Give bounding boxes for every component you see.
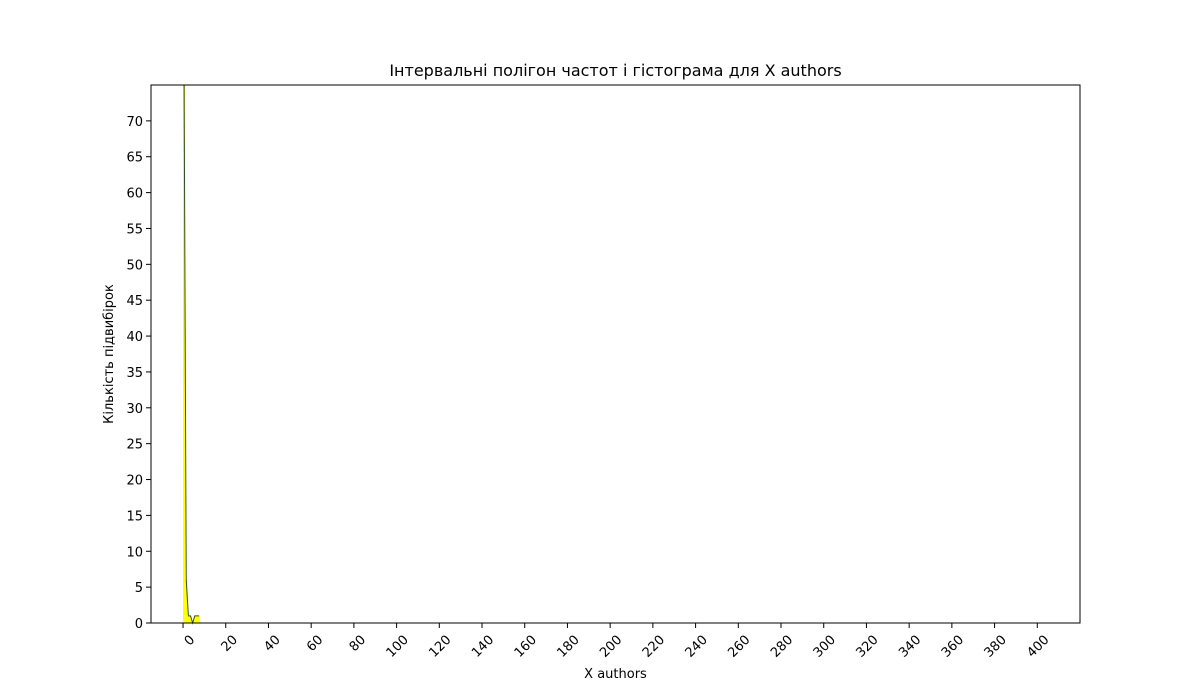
- chart-title: Інтервальні полігон частот і гістограма …: [389, 61, 841, 80]
- y-tick-label: 10: [126, 545, 143, 560]
- x-axis-title: X authors: [584, 667, 647, 682]
- y-tick-label: 60: [126, 187, 143, 202]
- histogram-bars: [183, 85, 201, 623]
- histogram-bar-0: [183, 85, 186, 623]
- histogram-bar-3: [189, 615, 192, 623]
- x-tick-label: 300: [811, 633, 839, 661]
- frequency-polygon: [183, 84, 200, 625]
- x-tick-label: 80: [347, 633, 369, 655]
- x-tick-label: 0: [182, 633, 198, 649]
- y-tick-label: 25: [126, 438, 143, 453]
- y-tick-label: 15: [126, 509, 143, 524]
- x-tick-label: 240: [683, 633, 711, 661]
- y-tick-label: 45: [126, 294, 143, 309]
- x-tick-label: 320: [853, 633, 881, 661]
- x-tick-label: 20: [219, 633, 241, 655]
- y-tick-label: 0: [135, 617, 143, 632]
- x-tick-label: 400: [1024, 633, 1052, 661]
- y-tick-label: 65: [126, 151, 143, 166]
- y-tick-label: 40: [126, 330, 143, 345]
- plot-area: [150, 84, 1081, 625]
- x-tick-label: 160: [512, 633, 540, 661]
- histogram-bar-1: [185, 579, 188, 623]
- x-tick-label: 100: [384, 633, 412, 661]
- axes-frame: [150, 84, 1081, 624]
- x-tick-label: 220: [640, 633, 668, 661]
- x-tick-label: 280: [768, 633, 796, 661]
- y-tick-label: 30: [126, 402, 143, 417]
- y-axis-title: Кількість підвибірок: [102, 284, 117, 424]
- y-tick-label: 50: [126, 258, 143, 273]
- y-tick-label: 55: [126, 222, 143, 237]
- x-tick-label: 40: [261, 633, 283, 655]
- histogram-bar-6: [195, 615, 198, 623]
- frequency-polygon-line: [183, 84, 200, 625]
- histogram-bar-2: [187, 615, 190, 623]
- x-axis-ticks: 0 20 40 60 80 100 120 140 160 180 200 220 240 260 280 3…: [182, 623, 1052, 661]
- x-tick-label: 380: [982, 633, 1010, 661]
- x-tick-label: 260: [725, 633, 753, 661]
- histogram-bar-7: [197, 615, 201, 623]
- x-tick-label: 60: [304, 633, 326, 655]
- y-axis-ticks: 0 5 10 15 20 25 30 35 40 45 50 55 60 65 70: [126, 115, 151, 632]
- y-tick-label: 35: [126, 366, 143, 381]
- y-tick-label: 5: [135, 581, 143, 596]
- histogram-bar-5: [193, 615, 196, 623]
- x-tick-label: 200: [597, 633, 625, 661]
- x-tick-label: 180: [554, 633, 582, 661]
- x-tick-label: 120: [426, 633, 454, 661]
- x-tick-label: 360: [939, 633, 967, 661]
- x-tick-label: 340: [896, 633, 924, 661]
- x-tick-label: 140: [469, 633, 497, 661]
- y-tick-label: 70: [126, 115, 143, 130]
- y-tick-label: 20: [126, 474, 143, 489]
